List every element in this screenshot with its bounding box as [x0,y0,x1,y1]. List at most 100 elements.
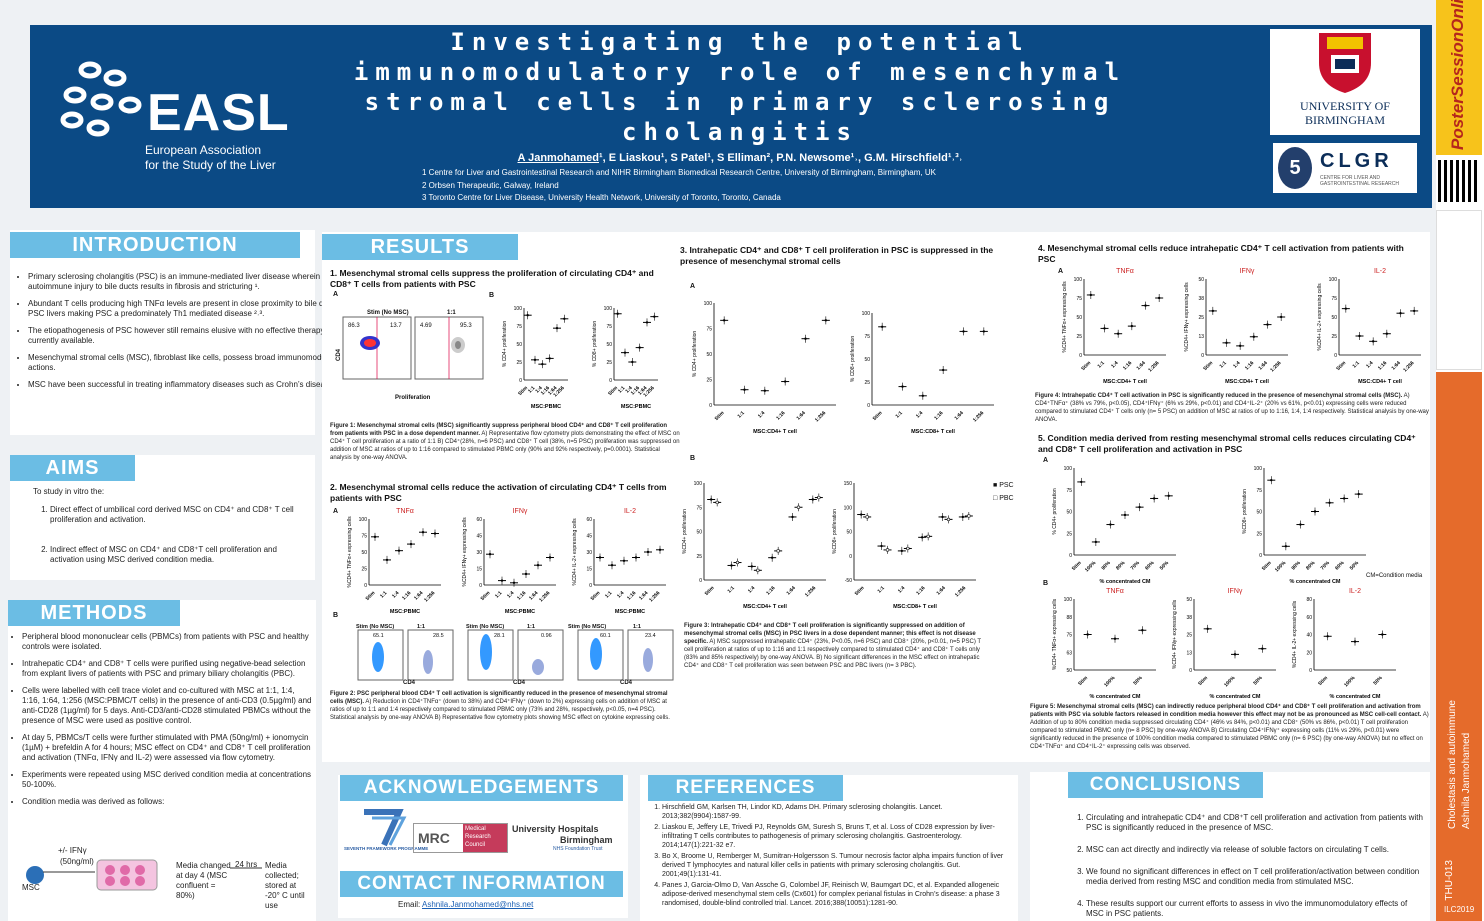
data-point [1299,523,1302,526]
data-point [421,531,425,534]
fig5a-cd4-chart: 0 25 50 75 100 Stim 100% 90% 80% 70% 60% 50% % conce… [1052,466,1176,585]
data-point [824,319,828,322]
data-point [1130,324,1134,328]
x-tick-label: 1:1 [1352,360,1362,370]
y-tick-label: 40 [1306,633,1312,639]
y-axis-label: % CD4+ proliferation [502,321,508,367]
title-line: immunomodulatory role of mesenchymal [353,58,1127,86]
flow-x-label: Proliferation [395,395,431,401]
caption-text: A) MSC suppressed intrahepatic CD4⁺ (23%… [684,639,981,669]
chart-title: IL-2 [1349,588,1361,595]
x-axis-label: MSC:PBMC [531,404,561,410]
fig3a-cd8-chart: 0 25 50 75 100 Stim 1:1 1:4 1:16 1:64 1:256 MSC:CD8… [850,311,994,435]
y-tick-label: 100 [1074,277,1083,283]
data-point [1152,497,1156,500]
y-axis-label: % CD4+ proliferation [1052,488,1058,534]
list-item: We found no significant differences in e… [1086,867,1423,887]
x-tick-label: 1:4 [915,410,925,420]
caption-text: A) Representative flow cytometry plots d… [330,431,680,461]
panel-label-a: A [690,283,696,290]
data-point [653,315,656,318]
data-point [962,330,965,333]
y-axis-label: % CD4+ proliferation [692,331,698,377]
x-axis-label: MSC:PBMC [390,609,420,615]
data-point [1109,523,1112,526]
hours-label: 24 hrs [235,860,258,869]
y-tick-label: 75 [516,324,522,330]
x-tick-label: 1:16 [540,385,551,396]
data-point [859,513,863,516]
y-tick-label: 50 [361,550,367,556]
uob-name-line2: BIRMINGHAM [1304,113,1385,127]
x-tick-label: 100% [1274,560,1288,574]
qr-code-icon[interactable] [1438,160,1480,202]
fig2a-il2-chart: IL-2 0 15 30 45 60 Stim 1:1 1:4 1:16 1:641:256MSC:… [572,508,666,615]
data-point [1238,344,1242,348]
data-point [623,351,627,354]
data-point [616,312,619,315]
y-tick-label: 60 [1306,615,1312,621]
data-point [1080,480,1083,484]
list-item: At day 5, PBMCs/T cells were further sti… [22,733,312,763]
flow-ratio-label: 1:1 [447,310,456,316]
data-point [1225,341,1228,345]
x-tick-label: 70% [1130,560,1142,572]
y-tick-label: 100 [704,301,713,307]
y-tick-label: 60 [476,517,482,523]
list-item: Liaskou E, Jeffery LE, Trivedi PJ, Reyno… [662,823,1010,850]
data-point [770,556,774,559]
y-tick-label: 25 [1331,334,1337,340]
postersession-brand[interactable]: PosterSessionOnline [1448,0,1467,150]
media-changed-label: Media changed at day 4 (MSC confluent = … [176,861,231,900]
x-tick-label: 1:256 [954,585,967,598]
x-tick-label: 1:64 [936,585,947,596]
x-tick-label: 1:4 [506,590,516,600]
x-tick-label: 1:16 [401,590,412,601]
x-tick-label: 1:256 [972,410,985,423]
data-point [880,325,884,328]
data-point [1313,510,1317,513]
y-tick-label: 25 [361,567,367,573]
y-tick-label: 30 [476,550,482,556]
data-point [920,536,924,539]
y-tick-label: 38 [1198,296,1204,302]
x-tick-label: 1:1 [379,590,389,600]
conclusions-list: Circulating and intrahepatic CD4⁺ and CD… [1068,813,1423,921]
results-heading: RESULTS [322,234,518,260]
y-tick-label: 50 [606,342,612,348]
legend-pbc: □ PBC [993,495,1014,502]
quadrant-value: 95.3 [460,323,472,329]
data-point [1279,315,1283,319]
data-point [926,534,930,538]
y-tick-label: 100 [1254,466,1263,472]
x-tick-label: 1:16 [626,590,637,601]
panel-label-a: A [1043,457,1049,464]
data-point [791,515,794,519]
data-point [1113,637,1117,640]
data-point [1344,307,1348,310]
data-point [397,549,401,552]
postersession-badge[interactable] [1436,0,1482,155]
caption-bold: Figure 2: PSC peripheral blood CD4⁺ T ce… [330,691,668,705]
x-tick-label: 1:16 [915,585,926,596]
y-axis-label: %CD4+ IL-2+ expressing cells [1292,600,1298,668]
y-tick-label: 50 [706,352,712,358]
x-tick-label: 1:256 [1402,360,1415,373]
y-tick-label: 0 [364,583,367,589]
x-tick-label: 1:1 [617,385,627,395]
section5-title: 5. Condition media derived from resting … [1038,433,1416,454]
y-tick-label: 75 [361,534,367,540]
y-tick-label: 50 [1198,277,1204,283]
fp7-logo-icon [364,809,407,847]
x-tick-label: Stim [872,410,884,422]
y-tick-label: 50 [1066,510,1072,516]
data-point [1103,327,1106,330]
flow-value: 65.1 [373,633,384,639]
x-tick-label: 1:64 [637,385,648,396]
x-tick-label: 1:1 [1219,360,1229,370]
x-tick-label: Stim [1261,560,1273,572]
x-axis-label: % concentrated CM [1329,694,1380,700]
presented-at-box [1436,210,1482,370]
list-item: The etiopathogenesis of PSC however stil… [28,326,348,346]
email-link[interactable]: Ashnila.Janmohamed@nhs.net [422,900,534,909]
